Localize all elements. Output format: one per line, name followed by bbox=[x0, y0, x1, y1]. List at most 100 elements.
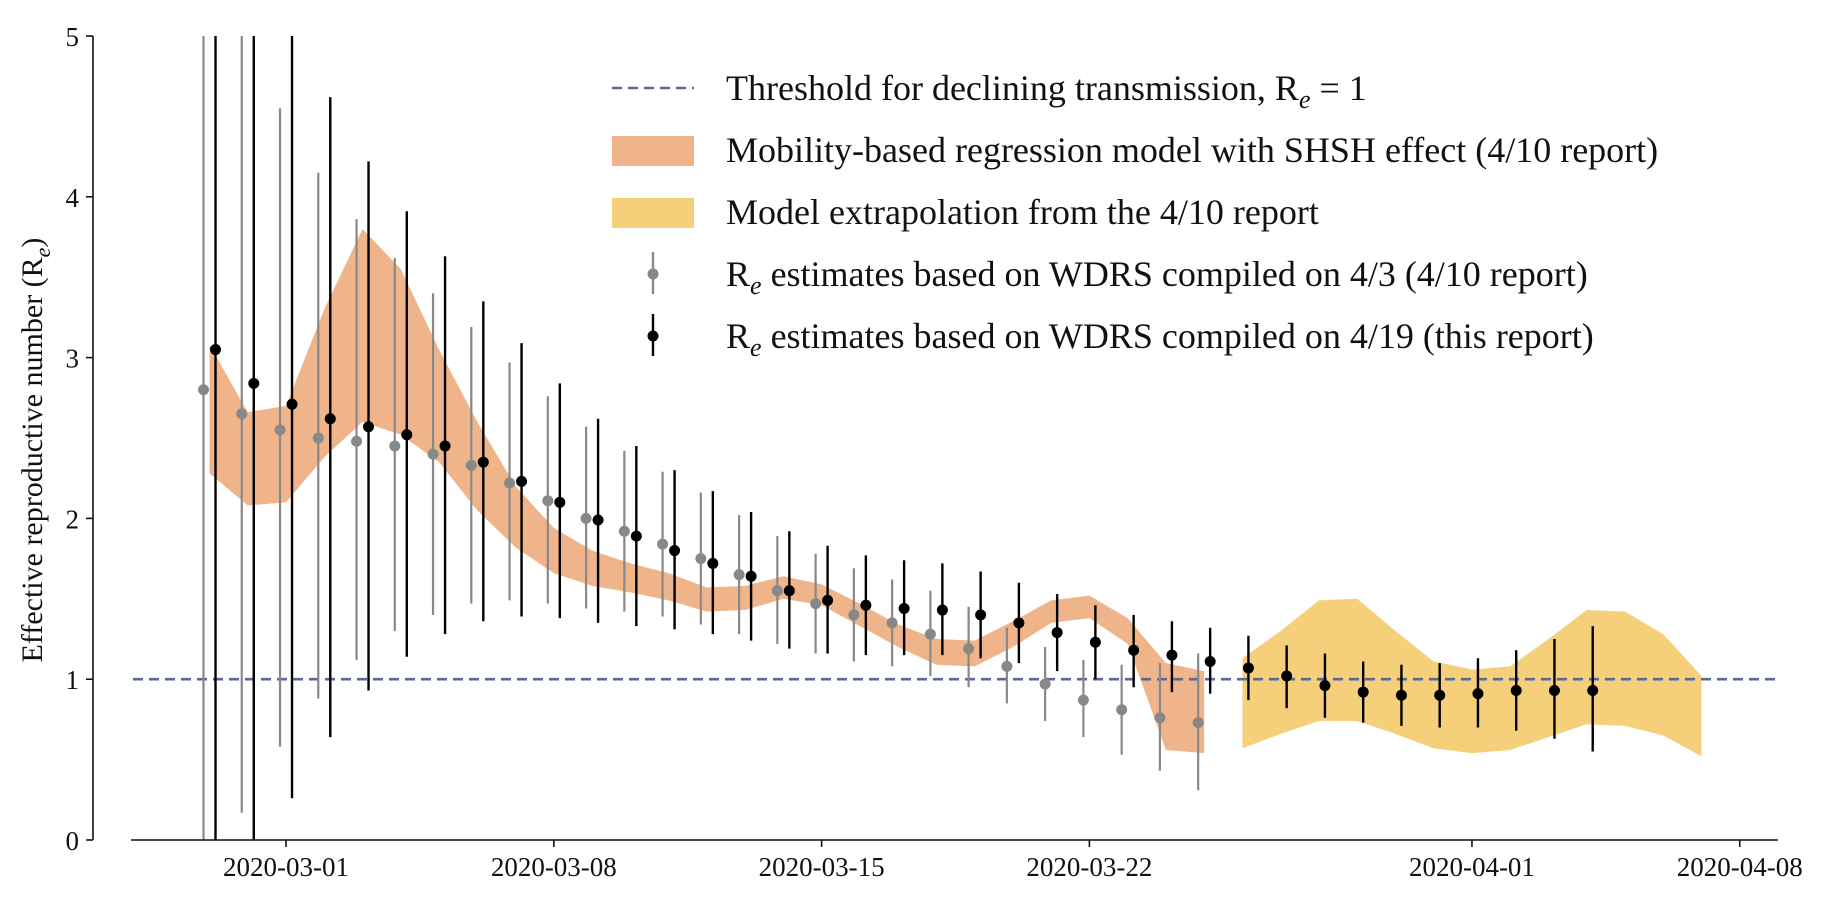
y-axis-label-main: Effective reproductive number (R bbox=[16, 257, 49, 662]
data-point[interactable] bbox=[695, 553, 707, 565]
data-point[interactable] bbox=[465, 459, 477, 471]
data-point[interactable] bbox=[1395, 689, 1407, 701]
data-point[interactable] bbox=[351, 435, 363, 447]
data-point[interactable] bbox=[198, 384, 210, 396]
data-point[interactable] bbox=[427, 448, 439, 460]
data-point[interactable] bbox=[592, 514, 604, 526]
estimate-series bbox=[198, 36, 1599, 840]
data-point[interactable] bbox=[963, 643, 975, 655]
y-axis-label: Effective reproductive number (Re) bbox=[16, 238, 55, 663]
data-point[interactable] bbox=[236, 408, 248, 420]
y-tick-label: 2 bbox=[66, 504, 80, 534]
model-band-1 bbox=[1242, 598, 1702, 757]
data-point[interactable] bbox=[324, 413, 336, 425]
data-point[interactable] bbox=[745, 570, 757, 582]
data-point[interactable] bbox=[504, 477, 516, 489]
data-point[interactable] bbox=[1548, 684, 1560, 696]
data-point[interactable] bbox=[542, 495, 554, 507]
legend-label-subscript: e bbox=[750, 271, 762, 300]
y-axis-label-sub: e bbox=[30, 247, 55, 257]
legend-swatch-band bbox=[612, 198, 694, 228]
data-point[interactable] bbox=[1039, 678, 1051, 690]
legend-item-1: Mobility-based regression model with SHS… bbox=[612, 130, 1658, 170]
legend-label-text: Model extrapolation from the 4/10 report bbox=[726, 192, 1319, 232]
data-point[interactable] bbox=[848, 609, 860, 621]
legend-label-text: R bbox=[726, 254, 750, 294]
data-point[interactable] bbox=[822, 594, 834, 606]
data-point[interactable] bbox=[554, 496, 566, 508]
legend-label-text: R bbox=[726, 316, 750, 356]
legend-label: Re estimates based on WDRS compiled on 4… bbox=[726, 316, 1594, 362]
x-tick-label: 2020-03-15 bbox=[759, 852, 885, 882]
legend-label: Model extrapolation from the 4/10 report bbox=[726, 192, 1319, 232]
data-point[interactable] bbox=[389, 440, 401, 452]
data-point[interactable] bbox=[1510, 684, 1522, 696]
data-point[interactable] bbox=[618, 525, 630, 537]
data-point[interactable] bbox=[707, 557, 719, 569]
data-point[interactable] bbox=[886, 617, 898, 629]
data-point[interactable] bbox=[1357, 686, 1369, 698]
legend-label-text: Threshold for declining transmission, R bbox=[726, 68, 1299, 108]
data-point[interactable] bbox=[733, 569, 745, 581]
data-point[interactable] bbox=[1116, 704, 1128, 716]
axes: 0 1 2 3 4 5 2020-03-01 2020-03-08 2020-03-15 2020… bbox=[66, 22, 1803, 882]
data-point[interactable] bbox=[1077, 694, 1089, 706]
data-point[interactable] bbox=[1166, 649, 1178, 661]
model-bands bbox=[209, 228, 1702, 757]
data-point[interactable] bbox=[1242, 662, 1254, 674]
data-point[interactable] bbox=[274, 424, 286, 436]
data-point[interactable] bbox=[516, 475, 528, 487]
data-point[interactable] bbox=[1051, 627, 1063, 639]
data-point[interactable] bbox=[1089, 636, 1101, 648]
legend-label-suffix: estimates based on WDRS compiled on 4/19… bbox=[762, 316, 1594, 356]
legend-label: Threshold for declining transmission, Re… bbox=[726, 68, 1367, 114]
data-point[interactable] bbox=[439, 440, 451, 452]
data-point[interactable] bbox=[286, 398, 298, 410]
data-point[interactable] bbox=[975, 609, 987, 621]
data-point[interactable] bbox=[924, 628, 936, 640]
legend-item-0: Threshold for declining transmission, Re… bbox=[612, 68, 1367, 114]
legend-item-4: Re estimates based on WDRS compiled on 4… bbox=[647, 314, 1594, 362]
data-point[interactable] bbox=[401, 429, 413, 441]
data-point[interactable] bbox=[580, 512, 592, 524]
data-point[interactable] bbox=[1281, 670, 1293, 682]
data-point[interactable] bbox=[669, 545, 681, 557]
data-point[interactable] bbox=[363, 421, 375, 433]
data-point[interactable] bbox=[657, 538, 669, 550]
data-point[interactable] bbox=[860, 599, 872, 611]
legend-label-subscript: e bbox=[750, 333, 762, 362]
data-point[interactable] bbox=[1013, 617, 1025, 629]
data-point[interactable] bbox=[1128, 644, 1140, 656]
legend-swatch-point bbox=[647, 268, 659, 280]
data-point[interactable] bbox=[312, 432, 324, 444]
data-point[interactable] bbox=[630, 530, 642, 542]
data-point[interactable] bbox=[936, 604, 948, 616]
data-point[interactable] bbox=[898, 602, 910, 614]
data-point[interactable] bbox=[810, 598, 822, 610]
data-point[interactable] bbox=[1204, 656, 1216, 668]
y-tick-label: 1 bbox=[66, 665, 80, 695]
data-point[interactable] bbox=[783, 585, 795, 597]
legend-swatch-band bbox=[612, 136, 694, 166]
data-point[interactable] bbox=[1472, 688, 1484, 700]
y-tick-label: 0 bbox=[66, 826, 80, 856]
legend-label-suffix: = 1 bbox=[1310, 68, 1366, 108]
data-point[interactable] bbox=[1154, 712, 1166, 724]
model-band-0 bbox=[209, 228, 1205, 754]
series-1 bbox=[210, 36, 1599, 840]
data-point[interactable] bbox=[248, 377, 260, 389]
data-point[interactable] bbox=[477, 456, 489, 468]
x-tick-label: 2020-03-08 bbox=[491, 852, 617, 882]
data-point[interactable] bbox=[1587, 684, 1599, 696]
data-point[interactable] bbox=[210, 344, 222, 356]
data-point[interactable] bbox=[1434, 689, 1446, 701]
data-point[interactable] bbox=[1192, 717, 1204, 729]
data-point[interactable] bbox=[1319, 680, 1331, 692]
legend-item-3: Re estimates based on WDRS compiled on 4… bbox=[647, 252, 1588, 300]
legend-label-suffix: estimates based on WDRS compiled on 4/3 … bbox=[762, 254, 1588, 294]
legend-label-text: Mobility-based regression model with SHS… bbox=[726, 130, 1658, 170]
data-point[interactable] bbox=[1001, 660, 1013, 672]
data-point[interactable] bbox=[771, 585, 783, 597]
x-tick-label: 2020-03-01 bbox=[223, 852, 349, 882]
